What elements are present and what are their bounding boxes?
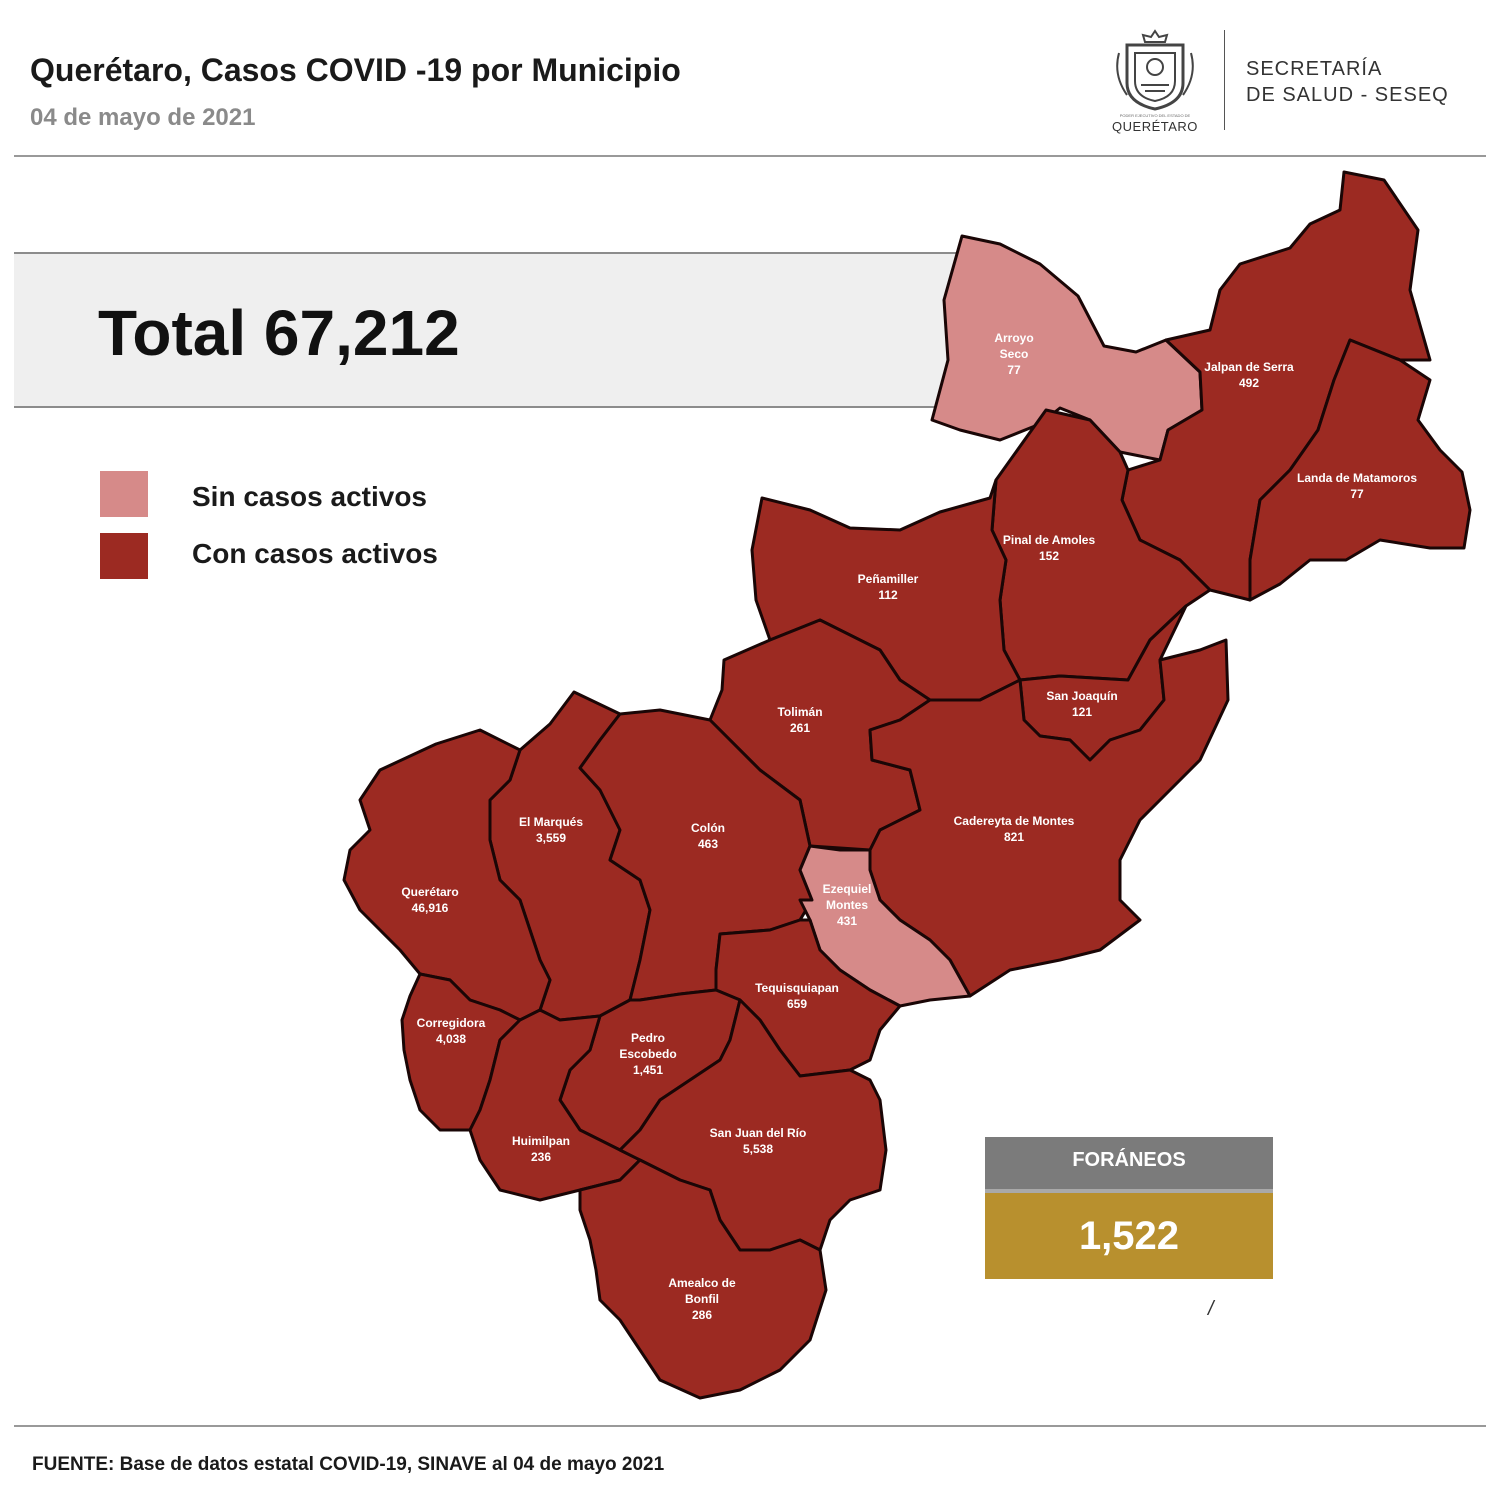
muni-label-line: Tolimán <box>777 705 822 719</box>
coat-of-arms-icon <box>1116 29 1194 111</box>
stray-mark: / <box>1208 1298 1214 1320</box>
legend-swatch-sin-casos <box>100 471 148 517</box>
muni-label-line: 5,538 <box>743 1142 773 1156</box>
muni-label-line: 286 <box>692 1308 712 1322</box>
muni-label-line: Landa de Matamoros <box>1297 471 1417 485</box>
org-name-line2: DE SALUD - SESEQ <box>1246 84 1449 106</box>
label-cadereyta-de-montes: Cadereyta de Montes 821 <box>954 814 1075 844</box>
header-divider <box>1224 30 1225 130</box>
label-san-juan-del-rio: San Juan del Río 5,538 <box>710 1126 807 1156</box>
muni-label-line: Cadereyta de Montes <box>954 814 1075 828</box>
muni-label-line: 236 <box>531 1150 551 1164</box>
queretaro-logo: PODER EJECUTIVO DEL ESTADO DE QUERÉTARO <box>1105 25 1205 135</box>
label-corregidora: Corregidora 4,038 <box>417 1016 486 1046</box>
label-el-marques: El Marqués 3,559 <box>519 815 583 845</box>
label-huimilpan: Huimilpan 236 <box>512 1134 570 1164</box>
label-amealco-de-bonfil: Amealco de Bonfil 286 <box>668 1276 736 1322</box>
muni-label-line: San Joaquín <box>1046 689 1117 703</box>
muni-label-line: 463 <box>698 837 718 851</box>
muni-label-line: 46,916 <box>412 901 449 915</box>
bottom-divider <box>14 1425 1486 1427</box>
page-date: 04 de mayo de 2021 <box>30 104 256 131</box>
muni-label-line: 3,559 <box>536 831 566 845</box>
org-name-line1: SECRETARÍA <box>1246 58 1383 80</box>
label-penamiller: Peñamiller 112 <box>858 572 919 602</box>
foraneos-label: FORÁNEOS <box>985 1137 1273 1193</box>
muni-label-line: 821 <box>1004 830 1024 844</box>
total-cases: Total 67,212 <box>98 297 460 369</box>
foraneos-box: FORÁNEOS 1,522 <box>985 1137 1273 1279</box>
label-queretaro: Querétaro 46,916 <box>401 885 458 915</box>
legend-label-con-casos: Con casos activos <box>192 538 438 569</box>
muni-label-line: San Juan del Río <box>710 1126 807 1140</box>
muni-label-line: 1,451 <box>633 1063 663 1077</box>
muni-label-line: El Marqués <box>519 815 583 829</box>
muni-label-line: 261 <box>790 721 810 735</box>
muni-label-line: Arroyo <box>994 331 1033 345</box>
muni-label-line: Pedro <box>631 1031 665 1045</box>
muni-label-line: Corregidora <box>417 1016 486 1030</box>
legend-label-sin-casos: Sin casos activos <box>192 481 428 512</box>
muni-label-line: 4,038 <box>436 1032 466 1046</box>
source-footer: FUENTE: Base de datos estatal COVID-19, … <box>32 1454 665 1475</box>
muni-label-line: Pinal de Amoles <box>1003 533 1096 547</box>
legend-swatch-con-casos <box>100 533 148 579</box>
label-landa-de-matamoros: Landa de Matamoros 77 <box>1297 471 1417 501</box>
logo-caption-small: PODER EJECUTIVO DEL ESTADO DE <box>1119 113 1191 118</box>
muni-ezequiel-montes[interactable] <box>798 844 972 1008</box>
muni-label-line: Escobedo <box>619 1047 676 1061</box>
muni-label-line: Seco <box>1000 347 1029 361</box>
muni-label-line: Tequisquiapan <box>755 981 839 995</box>
muni-label-line: Querétaro <box>401 885 458 899</box>
muni-label-line: Amealco de <box>668 1276 736 1290</box>
muni-label-line: Huimilpan <box>512 1134 570 1148</box>
label-toliman: Tolimán 261 <box>777 705 822 735</box>
muni-label-line: 77 <box>1350 487 1364 501</box>
label-pinal-de-amoles: Pinal de Amoles 152 <box>1003 533 1096 563</box>
page-title: Querétaro, Casos COVID -19 por Municipio <box>30 52 681 88</box>
muni-label-line: 492 <box>1239 376 1259 390</box>
muni-cadereyta-de-montes[interactable] <box>868 638 1230 998</box>
muni-label-line: Peñamiller <box>858 572 919 586</box>
muni-label-line: 121 <box>1072 705 1092 719</box>
label-san-joaquin: San Joaquín 121 <box>1046 689 1117 719</box>
muni-label-line: 431 <box>837 914 857 928</box>
muni-label-line: Colón <box>691 821 725 835</box>
muni-label-line: Montes <box>826 898 868 912</box>
top-divider <box>14 155 1486 157</box>
muni-landa-de-matamoros[interactable] <box>1248 338 1472 602</box>
foraneos-value: 1,522 <box>985 1193 1273 1279</box>
muni-amealco-de-bonfil[interactable] <box>578 1158 828 1400</box>
muni-label-line: Ezequiel <box>823 882 872 896</box>
muni-label-line: 659 <box>787 997 807 1011</box>
muni-label-line: 77 <box>1007 363 1021 377</box>
label-tequisquiapan: Tequisquiapan 659 <box>755 981 839 1011</box>
label-ezequiel-montes: Ezequiel Montes 431 <box>823 882 872 928</box>
total-band: Total 67,212 <box>14 252 1014 408</box>
logo-caption: QUERÉTARO <box>1112 119 1198 134</box>
label-pedro-escobedo: Pedro Escobedo 1,451 <box>619 1031 676 1077</box>
muni-label-line: Jalpan de Serra <box>1204 360 1294 374</box>
muni-label-line: 112 <box>878 588 898 602</box>
muni-label-line: 152 <box>1039 549 1059 563</box>
label-colon: Colón 463 <box>691 821 725 851</box>
muni-label-line: Bonfil <box>685 1292 719 1306</box>
label-jalpan-de-serra: Jalpan de Serra 492 <box>1204 360 1294 390</box>
label-arroyo-seco: Arroyo Seco 77 <box>994 331 1033 377</box>
